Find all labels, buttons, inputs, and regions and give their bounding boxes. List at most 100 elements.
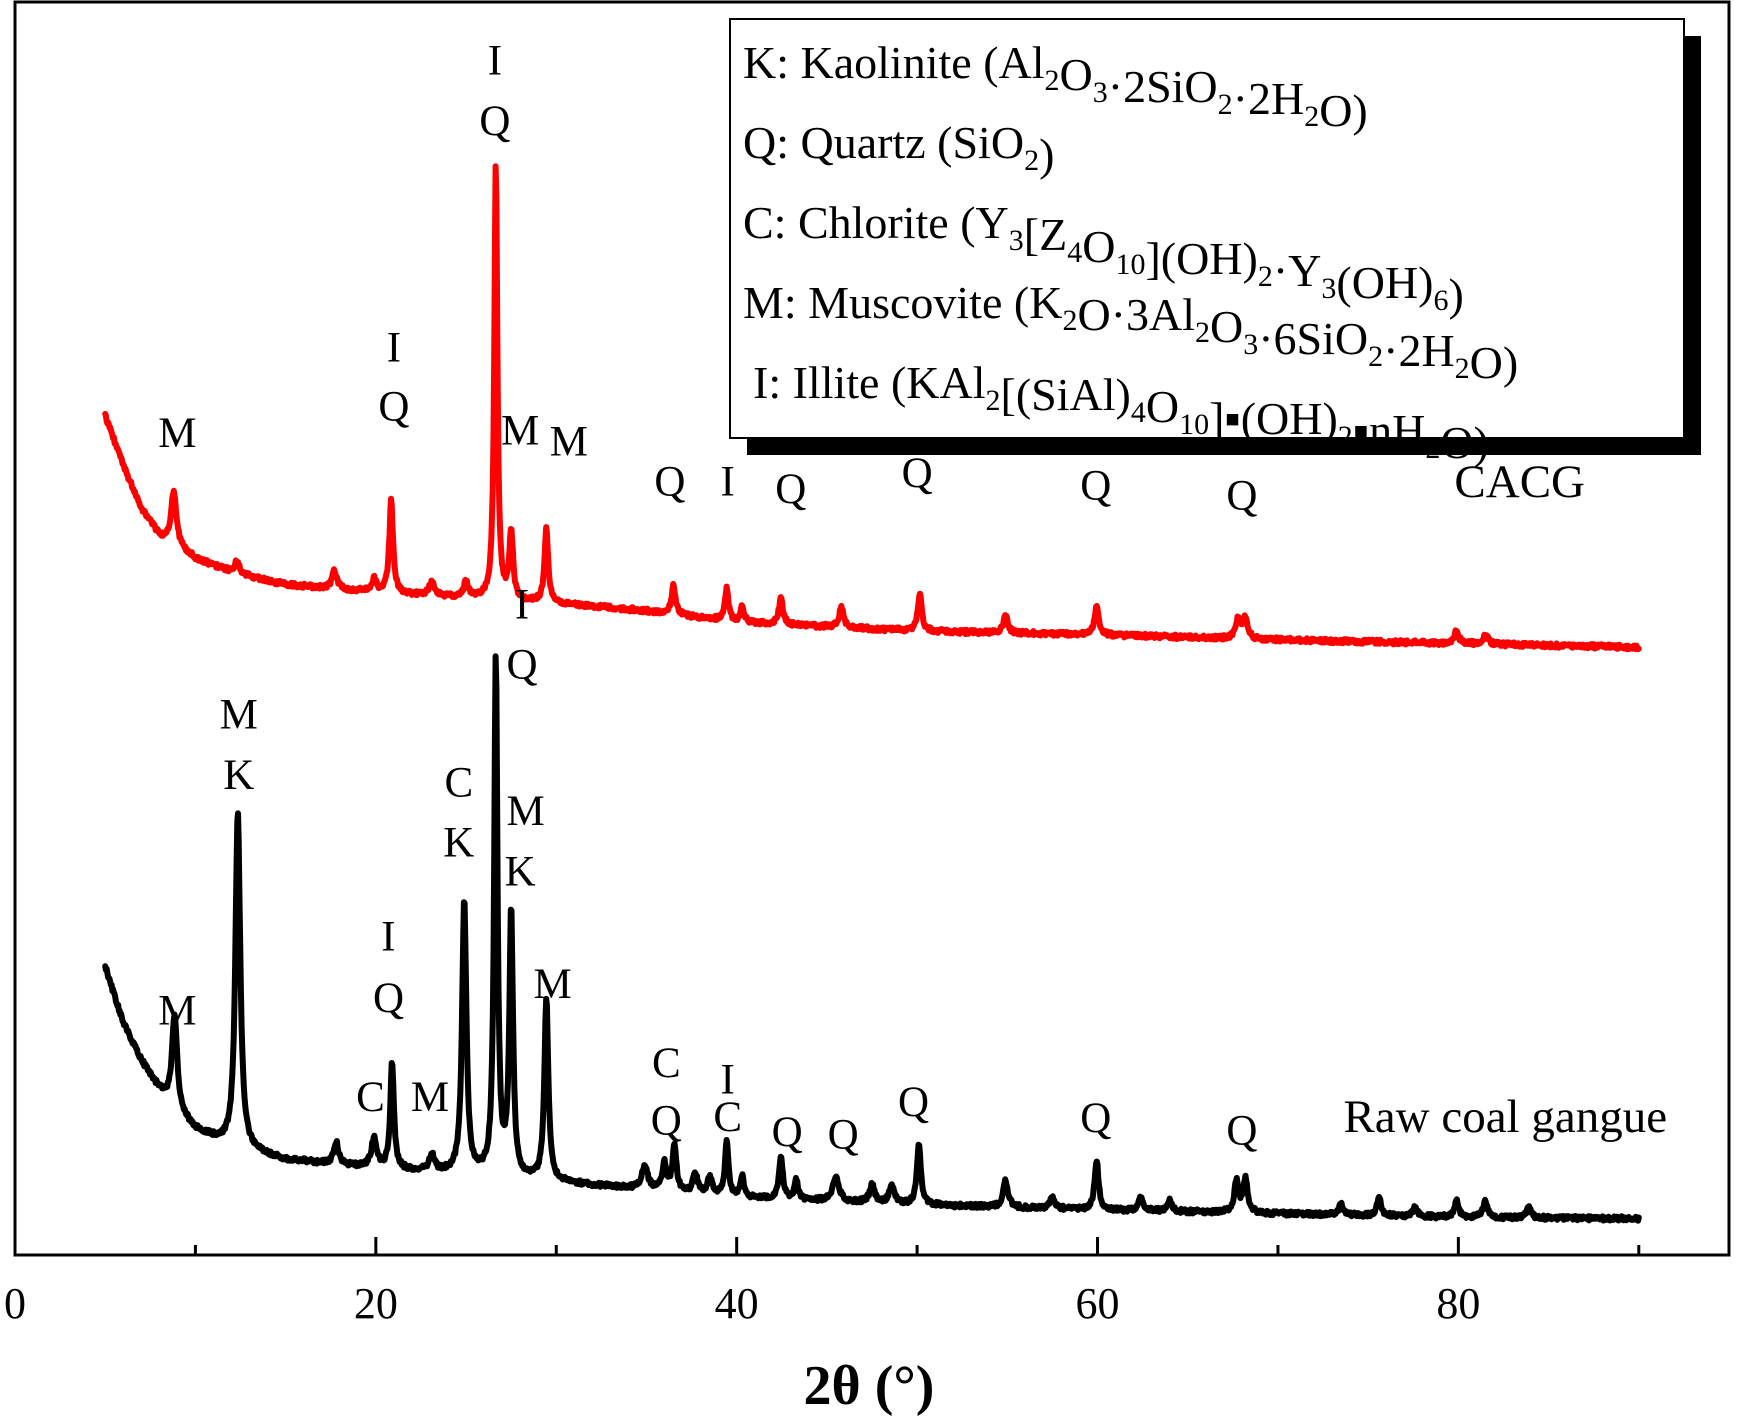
peak-label-q: Q (1226, 1108, 1257, 1155)
formula-text: ▪nH (1353, 405, 1426, 456)
peak-label-c: C (652, 1040, 681, 1087)
series-line (102, 653, 1642, 1224)
formula-text: O (1082, 221, 1115, 272)
formula-text: [Z (1024, 209, 1067, 260)
peak-label-c: C (356, 1074, 385, 1121)
legend-entry-quartz: Q: Quartz (SiO2) (743, 117, 1054, 180)
formula-text: O (1146, 381, 1179, 432)
peak-label-q: Q (1226, 472, 1257, 519)
peak-label-k: K (223, 752, 254, 799)
formula-subscript: 2 (1338, 420, 1353, 453)
legend: K: Kaolinite (Al2O3·2SiO2·2H2O)Q: Quartz… (729, 18, 1701, 468)
peak-label-q: Q (828, 1111, 859, 1158)
peak-label-q: Q (378, 384, 409, 431)
formula-text: ]▪(OH) (1209, 393, 1338, 444)
formula-subscript: 2 (986, 384, 1001, 417)
formula-subscript: 3 (1093, 76, 1108, 109)
formula-subscript: 6 (1433, 284, 1448, 317)
legend-entry-name: K: Kaolinite (743, 37, 983, 88)
formula-text: ](OH) (1145, 233, 1257, 284)
legend-entry-name: I: Illite (753, 357, 891, 408)
peak-label-m: M (158, 410, 196, 457)
formula-subscript: 2 (1304, 100, 1319, 133)
peak-label-m: M (550, 419, 588, 466)
formula-subscript: 2 (1368, 340, 1383, 373)
formula-text: O (1210, 301, 1243, 352)
formula-text: ·Y (1273, 245, 1322, 296)
formula-subscript: 2 (1195, 316, 1210, 349)
formula-text: (K (1014, 277, 1063, 328)
formula-text: (KAl (891, 357, 986, 408)
series-labels: CACG Raw coal gangue (1343, 456, 1667, 1143)
series-label: CACG (1454, 456, 1585, 508)
legend-entry-name: Q: Quartz (743, 117, 937, 168)
formula-subscript: 4 (1131, 396, 1146, 429)
legend-entries: K: Kaolinite (Al2O3·2SiO2·2H2O)Q: Quartz… (743, 37, 1518, 468)
peak-label-q: Q (506, 642, 537, 689)
x-axis-title: 2θ (°) (804, 1355, 935, 1417)
peak-label-i: I (515, 581, 529, 628)
legend-entry-chlorite: C: Chlorite (Y3[Z4O10](OH)2·Y3(OH)6) (743, 197, 1464, 320)
legend-box (729, 18, 1685, 439)
peak-label-q: Q (651, 1098, 682, 1145)
formula-subscript: 2 (1455, 352, 1470, 385)
formula-text: (Al (983, 37, 1044, 88)
x-tick-label: 60 (1076, 1279, 1120, 1328)
peak-label-q: Q (898, 1079, 929, 1126)
peak-label-k: K (443, 820, 474, 867)
formula-text: O) (1319, 85, 1368, 136)
formula-subscript: 10 (1179, 408, 1209, 441)
x-axis-ticks (13, 1237, 1641, 1255)
peak-label-q: Q (772, 1109, 803, 1156)
peak-label-m: M (534, 961, 572, 1008)
peak-label-k: K (505, 848, 536, 895)
peak-label-i: I (488, 38, 502, 85)
peak-label-m: M (501, 407, 539, 454)
formula-subscript: 3 (1243, 328, 1258, 361)
formula-text: ·2H (1233, 73, 1305, 124)
peak-label-i: I (720, 1056, 734, 1103)
x-tick-label: 80 (1436, 1279, 1480, 1328)
peak-label-q: Q (1080, 462, 1111, 509)
legend-entry-illite: I: Illite (KAl2[(SiAl)4O10]▪(OH)2▪nH2O) (753, 357, 1489, 468)
formula-text: ) (1448, 269, 1463, 320)
legend-entry-name: M: Muscovite (743, 277, 1014, 328)
peak-label-q: Q (902, 450, 933, 497)
x-axis-tick-labels: 0 20 40 60 80 (4, 1279, 1480, 1328)
peak-label-q: Q (1080, 1095, 1111, 1142)
formula-subscript: 3 (1009, 224, 1024, 257)
series-cacg (102, 163, 1642, 653)
legend-entry-muscovite: M: Muscovite (K2O·3Al2O3·6SiO2·2H2O) (743, 277, 1518, 388)
peak-label-c: C (713, 1094, 742, 1141)
formula-subscript: 2 (1258, 260, 1273, 293)
formula-subscript: 2 (1062, 304, 1077, 337)
peak-label-i: I (387, 325, 401, 372)
peak-label-m: M (506, 788, 544, 835)
series-line (102, 163, 1642, 653)
formula-text: (Y (960, 197, 1009, 248)
formula-subscript: 2 (1425, 432, 1440, 465)
formula-subscript: 10 (1115, 248, 1145, 281)
formula-subscript: 3 (1321, 272, 1336, 305)
formula-subscript: 2 (1024, 144, 1039, 177)
series-layer (102, 163, 1642, 1224)
peak-label-q: Q (373, 975, 404, 1022)
peak-label-m: M (411, 1074, 449, 1121)
peak-label-i: I (381, 914, 395, 961)
series-label: Raw coal gangue (1343, 1091, 1667, 1143)
x-tick-label: 0 (4, 1279, 26, 1328)
x-tick-label: 20 (354, 1279, 398, 1328)
legend-entry-name: C: Chlorite (743, 197, 960, 248)
formula-text: ·6SiO (1258, 313, 1368, 364)
formula-text: O) (1440, 417, 1489, 468)
peak-label-m: M (158, 987, 196, 1034)
peak-label-q: Q (775, 466, 806, 513)
peak-label-i: I (720, 459, 734, 506)
formula-text: O) (1470, 337, 1519, 388)
formula-subscript: 4 (1067, 236, 1082, 269)
formula-text: O (1060, 49, 1093, 100)
formula-text: (OH) (1336, 257, 1433, 308)
peak-label-c: C (444, 759, 473, 806)
legend-entry-kaolinite: K: Kaolinite (Al2O3·2SiO2·2H2O) (743, 37, 1368, 136)
